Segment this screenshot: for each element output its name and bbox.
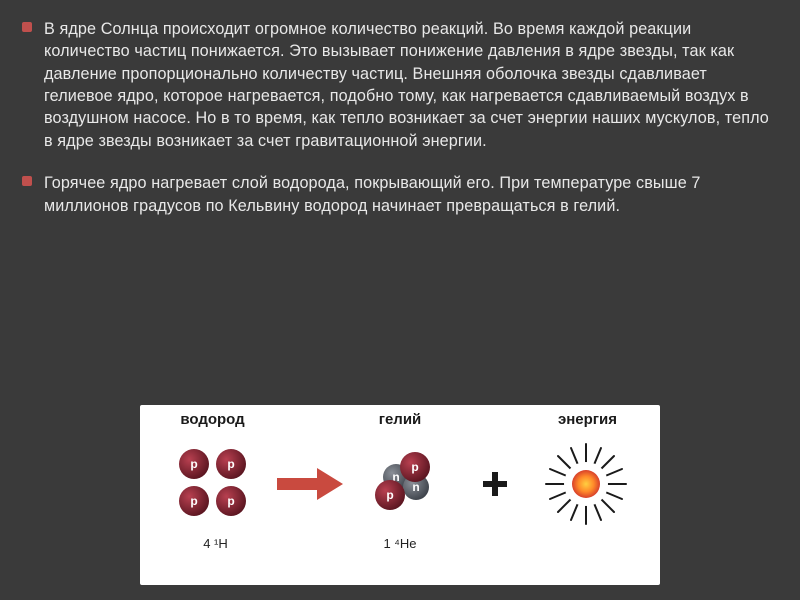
spacer xyxy=(523,536,646,551)
paragraph-block-2: Горячее ядро нагревает слой водорода, по… xyxy=(44,172,770,217)
paragraph-block-1: В ядре Солнца происходит огромное количе… xyxy=(44,18,770,152)
paragraph-2: Горячее ядро нагревает слой водорода, по… xyxy=(44,172,770,217)
svg-text:p: p xyxy=(228,494,235,508)
svg-text:p: p xyxy=(191,457,198,471)
svg-text:p: p xyxy=(191,494,198,508)
spacer xyxy=(462,536,524,551)
bullet-square-2 xyxy=(22,176,32,186)
svg-text:p: p xyxy=(228,457,235,471)
label-energy: энергия xyxy=(525,411,650,428)
spacer xyxy=(463,411,526,428)
label-helium: гелий xyxy=(338,411,463,428)
svg-text:p: p xyxy=(386,488,393,502)
spacer xyxy=(277,536,339,551)
bullet-square-1 xyxy=(22,22,32,32)
sublabel-helium: 1 ⁴He xyxy=(339,536,462,551)
helium-group: n n p p xyxy=(345,439,466,529)
svg-text:n: n xyxy=(412,480,419,494)
svg-text:p: p xyxy=(411,460,418,474)
arrow-icon xyxy=(275,464,345,504)
sublabel-hydrogen: 4 ¹H xyxy=(154,536,277,551)
hydrogen-group: p p p p xyxy=(154,439,275,529)
plus-icon xyxy=(465,469,525,499)
fusion-diagram: водород гелий энергия p p p p xyxy=(140,405,660,585)
label-hydrogen: водород xyxy=(150,411,275,428)
paragraph-1: В ядре Солнца происходит огромное количе… xyxy=(44,18,770,152)
energy-group xyxy=(525,434,646,534)
spacer xyxy=(275,411,338,428)
